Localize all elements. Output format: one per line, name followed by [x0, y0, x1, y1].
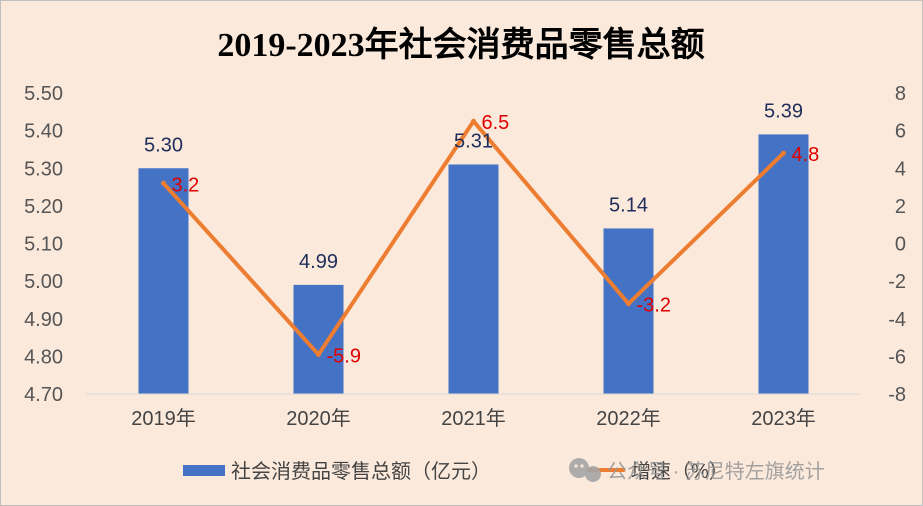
y-right-tick-label: -6: [888, 346, 906, 368]
bar: [758, 134, 809, 394]
legend-line-label: 增速（%）: [631, 460, 729, 483]
line-data-label: -3.2: [637, 295, 671, 317]
y-left-tick-label: 5.10: [24, 234, 63, 256]
line-layer: [161, 118, 786, 357]
y-right-tick-label: 0: [895, 234, 906, 256]
bar: [293, 284, 344, 394]
wechat-icon: [569, 458, 601, 482]
line-data-label: 4.8: [792, 144, 820, 166]
line-point: [471, 118, 476, 124]
bar: [138, 168, 189, 394]
bar-data-label: 5.31: [454, 130, 493, 152]
y-left-tick-label: 4.90: [24, 309, 63, 331]
bar: [448, 164, 499, 394]
bar: [603, 228, 654, 394]
y-left-tick-label: 5.40: [24, 121, 63, 143]
y-right-tick-label: -2: [888, 271, 906, 293]
line-point: [161, 180, 166, 186]
axes-layer: 4.704.804.905.005.105.205.305.405.50-8-6…: [24, 83, 906, 430]
y-right-tick-label: -4: [888, 309, 906, 331]
x-tick-label: 2022年: [596, 407, 661, 430]
x-tick-label: 2021年: [441, 407, 506, 430]
bar-data-label: 4.99: [299, 251, 338, 273]
y-right-tick-label: 2: [895, 196, 906, 218]
line-point: [316, 351, 321, 357]
line-point: [781, 150, 786, 156]
bar-data-label: 5.39: [764, 100, 803, 122]
y-right-tick-label: 4: [895, 158, 906, 180]
y-left-tick-label: 4.70: [24, 384, 63, 406]
x-tick-label: 2023年: [751, 407, 816, 430]
bars-layer: [138, 134, 809, 394]
y-right-tick-label: -8: [888, 384, 906, 406]
y-left-tick-label: 5.30: [24, 158, 63, 180]
bar-data-label: 5.14: [609, 194, 648, 216]
watermark-text: 公众号 · 苏尼特左旗统计: [607, 460, 825, 483]
y-left-tick-label: 5.50: [24, 83, 63, 105]
y-left-tick-label: 5.20: [24, 196, 63, 218]
line-data-label: 3.2: [172, 174, 200, 196]
y-right-tick-label: 6: [895, 121, 906, 143]
line-point: [626, 301, 631, 307]
x-tick-label: 2019年: [131, 407, 196, 430]
legend-bar-swatch: [183, 465, 225, 476]
legend: 社会消费品零售总额（亿元） 增速（%）: [183, 460, 729, 483]
y-left-tick-label: 5.00: [24, 271, 63, 293]
labels-layer: 5.30 4.99 5.31 5.14 5.39 3.2 -5.9 6.5 -3.2 4.8: [144, 100, 819, 367]
line-data-label: 6.5: [482, 112, 510, 134]
y-left-tick-label: 4.80: [24, 346, 63, 368]
bar-data-label: 5.30: [144, 134, 183, 156]
chart-title: 2019-2023年社会消费品零售总额: [217, 26, 704, 64]
watermark: 公众号 · 苏尼特左旗统计: [569, 458, 825, 483]
y-right-tick-label: 8: [895, 83, 906, 105]
x-tick-label: 2020年: [286, 407, 351, 430]
legend-bar-label: 社会消费品零售总额（亿元）: [231, 460, 491, 483]
line-data-label: -5.9: [327, 345, 361, 367]
